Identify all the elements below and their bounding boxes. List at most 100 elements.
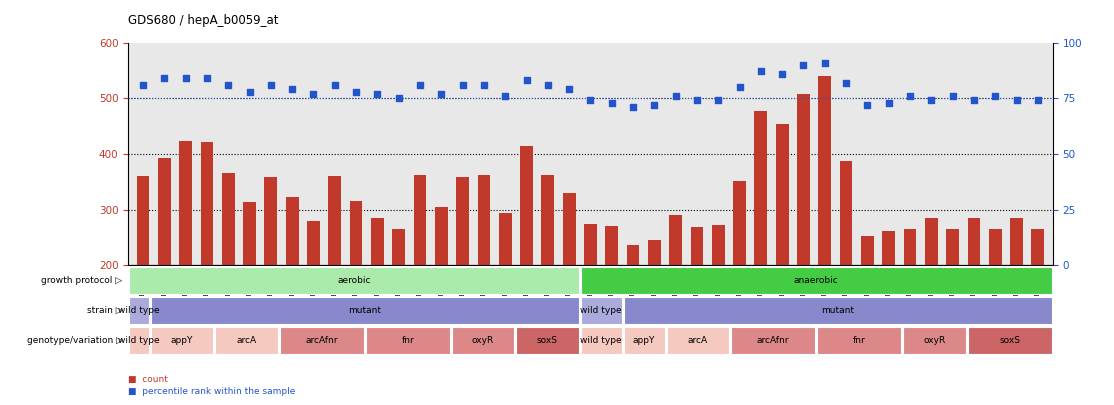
Bar <box>775 124 789 377</box>
Bar <box>667 327 730 354</box>
Point <box>348 88 365 95</box>
Point <box>497 93 515 99</box>
Bar <box>819 76 831 377</box>
Bar <box>215 327 277 354</box>
Point <box>773 70 791 77</box>
Point <box>837 79 854 86</box>
Text: oxyR: oxyR <box>472 336 494 345</box>
Text: wild type: wild type <box>580 336 622 345</box>
Bar <box>733 181 746 377</box>
Text: strain ▷: strain ▷ <box>87 306 123 315</box>
Bar <box>129 327 148 354</box>
Bar <box>989 229 1001 377</box>
Point <box>411 81 429 88</box>
Text: oxyR: oxyR <box>924 336 946 345</box>
Bar <box>1010 218 1023 377</box>
Point <box>752 68 770 75</box>
Bar <box>624 297 1052 324</box>
Bar <box>286 197 299 377</box>
Bar <box>541 175 554 377</box>
Bar <box>499 213 511 377</box>
Bar <box>150 297 578 324</box>
Text: mutant: mutant <box>821 306 854 315</box>
Bar <box>712 225 724 377</box>
Point <box>453 81 471 88</box>
Bar <box>563 193 576 377</box>
Point <box>560 86 578 93</box>
Point <box>815 59 833 66</box>
Bar <box>280 327 363 354</box>
Bar <box>350 201 362 377</box>
Point <box>688 97 706 104</box>
Bar <box>478 175 490 377</box>
Bar <box>307 221 320 377</box>
Text: appY: appY <box>633 336 655 345</box>
Point <box>1007 97 1025 104</box>
Point <box>177 75 195 81</box>
Bar <box>243 202 256 377</box>
Bar <box>371 219 383 377</box>
Text: wild type: wild type <box>118 336 159 345</box>
Bar <box>731 327 815 354</box>
Text: soxS: soxS <box>537 336 558 345</box>
Bar <box>670 215 682 377</box>
Text: wild type: wild type <box>118 306 159 315</box>
Bar <box>798 94 810 377</box>
Bar <box>516 327 578 354</box>
Bar <box>818 327 901 354</box>
Point <box>369 90 387 97</box>
Bar <box>129 297 148 324</box>
Point <box>582 97 599 104</box>
Text: GDS680 / hepA_b0059_at: GDS680 / hepA_b0059_at <box>128 14 278 27</box>
Point <box>432 90 450 97</box>
Bar <box>946 229 959 377</box>
Bar <box>365 327 450 354</box>
Bar <box>580 327 622 354</box>
Point <box>710 97 727 104</box>
Point <box>794 62 812 68</box>
Bar <box>968 327 1052 354</box>
Point <box>901 93 919 99</box>
Text: aerobic: aerobic <box>338 276 371 285</box>
Point <box>731 84 749 90</box>
Bar <box>605 226 618 377</box>
Bar <box>413 175 427 377</box>
Point <box>283 86 301 93</box>
Text: growth protocol ▷: growth protocol ▷ <box>41 276 123 285</box>
Point <box>624 104 642 110</box>
Point <box>965 97 983 104</box>
Point <box>262 81 280 88</box>
Bar <box>434 207 448 377</box>
Point <box>241 88 258 95</box>
Text: arcAfnr: arcAfnr <box>756 336 790 345</box>
Bar <box>179 141 192 377</box>
Text: genotype/variation ▷: genotype/variation ▷ <box>27 336 123 345</box>
Text: fnr: fnr <box>401 336 414 345</box>
Text: ■  percentile rank within the sample: ■ percentile rank within the sample <box>128 387 295 396</box>
Bar <box>264 177 277 377</box>
Bar <box>968 218 980 377</box>
Bar <box>329 176 341 377</box>
Bar <box>158 158 170 377</box>
Bar <box>392 228 405 377</box>
Bar <box>201 142 213 377</box>
Bar <box>754 111 768 377</box>
Bar <box>222 173 235 377</box>
Point <box>304 90 322 97</box>
Bar <box>520 145 532 377</box>
Point <box>859 102 877 108</box>
Bar <box>580 267 1052 294</box>
Point <box>922 97 940 104</box>
Bar <box>457 177 469 377</box>
Point <box>986 93 1004 99</box>
Text: anaerobic: anaerobic <box>794 276 839 285</box>
Point <box>326 81 344 88</box>
Bar <box>580 297 622 324</box>
Bar <box>584 224 597 377</box>
Bar <box>840 160 852 377</box>
Bar <box>150 327 213 354</box>
Text: fnr: fnr <box>853 336 866 345</box>
Text: mutant: mutant <box>349 306 381 315</box>
Point <box>666 93 684 99</box>
Bar <box>452 327 514 354</box>
